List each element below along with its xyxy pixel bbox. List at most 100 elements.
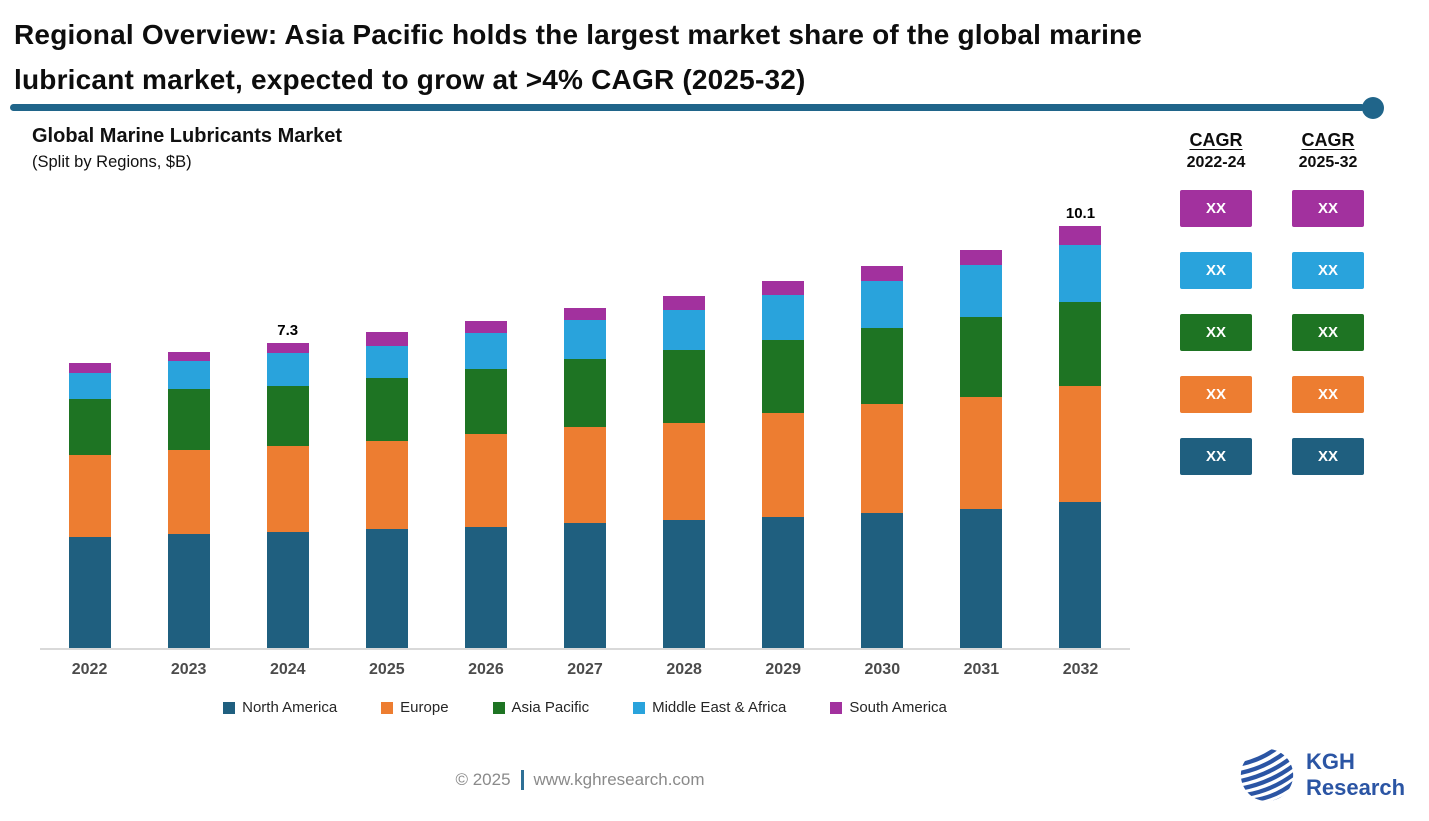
x-axis-label-2026: 2026 xyxy=(468,661,504,678)
bar-segment-middle-east-africa xyxy=(167,360,210,390)
bar-column-2028 xyxy=(635,205,734,648)
bar-segment-middle-east-africa xyxy=(861,281,904,328)
bar-segment-europe xyxy=(564,427,607,523)
bar-stack-2027 xyxy=(564,307,607,648)
bar-total-label-2024: 7.3 xyxy=(277,321,299,339)
bar-segment-asia-pacific xyxy=(266,385,309,446)
bar-segment-north-america xyxy=(266,531,309,648)
legend-label-south-america: South America xyxy=(849,699,947,716)
cagr-header-0: CAGR xyxy=(1189,130,1243,150)
bar-segment-middle-east-africa xyxy=(266,352,309,386)
bar-segment-south-america xyxy=(365,332,408,346)
bar-segment-south-america xyxy=(762,281,805,296)
legend-label-asia-pacific: Asia Pacific xyxy=(511,699,590,716)
bar-segment-asia-pacific xyxy=(960,316,1003,397)
title-divider-dot xyxy=(1362,97,1384,119)
bar-segment-middle-east-africa xyxy=(663,309,706,351)
bar-segment-asia-pacific xyxy=(663,350,706,423)
bar-segment-middle-east-africa xyxy=(762,295,805,340)
x-axis-label-2025: 2025 xyxy=(369,661,405,678)
bar-segment-asia-pacific xyxy=(564,359,607,428)
bar-segment-south-america xyxy=(266,342,309,353)
bar-stack-2022 xyxy=(68,362,111,648)
legend-label-middle-east-africa: Middle East & Africa xyxy=(652,699,787,716)
bar-stack-2030 xyxy=(861,266,904,648)
cagr-value-box: XX xyxy=(1180,252,1252,289)
logo-line1: KGH xyxy=(1306,749,1355,774)
bar-column-2025 xyxy=(337,205,436,648)
legend-item-europe: Europe xyxy=(381,699,449,716)
bar-segment-middle-east-africa xyxy=(564,320,607,360)
legend-swatch-asia-pacific xyxy=(492,701,505,714)
bar-segment-south-america xyxy=(1059,225,1102,245)
bar-segment-middle-east-africa xyxy=(1059,244,1102,302)
bar-segment-europe xyxy=(1059,385,1102,502)
bar-stack-2026 xyxy=(464,321,507,648)
x-axis-labels: 2022 2023 2024 2025 2026 2027 2028 2029 2030 2031… xyxy=(40,661,1130,679)
bar-column-2027 xyxy=(535,205,634,648)
bar-column-2031 xyxy=(932,205,1031,648)
bar-stack-2032 xyxy=(1059,225,1102,648)
legend-item-middle-east-africa: Middle East & Africa xyxy=(633,699,786,716)
x-axis-label-2024: 2024 xyxy=(269,661,306,678)
bar-segment-south-america xyxy=(68,362,111,374)
legend-swatch-middle-east-africa xyxy=(633,701,646,714)
bar-segment-north-america xyxy=(1059,501,1102,648)
footer-copyright: © 2025 xyxy=(455,770,511,789)
logo-text: KGH Research xyxy=(1306,749,1405,801)
bar-segment-europe xyxy=(464,434,507,527)
bar-segment-south-america xyxy=(861,266,904,282)
x-axis-label-2028: 2028 xyxy=(666,661,702,678)
bar-stack-2025 xyxy=(365,332,408,648)
bar-segment-middle-east-africa xyxy=(365,345,408,379)
bar-column-2026 xyxy=(436,205,535,648)
legend-label-europe: Europe xyxy=(400,699,449,716)
bar-column-2022 xyxy=(40,205,139,648)
bar-segment-asia-pacific xyxy=(762,339,805,414)
bar-column-2030 xyxy=(833,205,932,648)
title-divider-line xyxy=(10,104,1365,111)
bar-column-2024: 7.3 xyxy=(238,205,337,648)
bar-segment-europe xyxy=(960,396,1003,509)
bar-stack-2031 xyxy=(960,250,1003,648)
cagr-boxes-0: XX XX XX XX XX xyxy=(1180,190,1252,475)
cagr-column-2022-24: CAGR 2022-24 XX XX XX XX XX xyxy=(1180,130,1252,475)
cagr-boxes-1: XX XX XX XX XX xyxy=(1292,190,1364,475)
bar-segment-europe xyxy=(266,445,309,532)
bar-column-2029 xyxy=(734,205,833,648)
bar-segment-north-america xyxy=(663,520,706,648)
bar-segment-europe xyxy=(762,413,805,517)
bar-segment-south-america xyxy=(663,296,706,310)
x-axis-label-2027: 2027 xyxy=(567,661,603,678)
cagr-value-box: XX xyxy=(1292,190,1364,227)
bar-segment-europe xyxy=(167,450,210,534)
bar-segment-north-america xyxy=(960,508,1003,648)
bar-segment-north-america xyxy=(167,533,210,648)
bar-segment-north-america xyxy=(762,516,805,648)
x-axis-label-2030: 2030 xyxy=(864,661,901,678)
legend-item-asia-pacific: Asia Pacific xyxy=(492,699,590,716)
bar-segment-asia-pacific xyxy=(464,368,507,435)
footer: © 2025 www.kghresearch.com xyxy=(0,770,1160,790)
x-axis-label-2023: 2023 xyxy=(170,661,207,678)
cagr-subheader-0: 2022-24 xyxy=(1186,154,1246,171)
bar-column-2032: 10.1 xyxy=(1031,205,1130,648)
cagr-value-box: XX xyxy=(1292,252,1364,289)
cagr-value-box: XX xyxy=(1180,438,1252,475)
cagr-subheader-1: 2025-32 xyxy=(1298,154,1358,171)
logo-line2: Research xyxy=(1306,775,1406,800)
cagr-value-box: XX xyxy=(1180,376,1252,413)
x-axis-label-2031: 2031 xyxy=(963,661,1000,678)
legend-swatch-north-america xyxy=(223,701,236,714)
cagr-column-2025-32: CAGR 2025-32 XX XX XX XX XX xyxy=(1292,130,1364,475)
cagr-value-box: XX xyxy=(1180,190,1252,227)
slide-title-line2: lubricant market, expected to grow at >4… xyxy=(14,64,806,95)
footer-website-link[interactable]: www.kghresearch.com xyxy=(533,770,705,789)
cagr-panel: CAGR 2022-24 XX XX XX XX XX CAGR 2025-32 XX XX XX XX… xyxy=(1180,130,1364,475)
bar-stack-2028 xyxy=(663,296,706,648)
bar-segment-south-america xyxy=(464,321,507,334)
bar-segment-south-america xyxy=(960,250,1003,265)
cagr-value-box: XX xyxy=(1292,376,1364,413)
bar-segment-south-america xyxy=(564,307,607,321)
